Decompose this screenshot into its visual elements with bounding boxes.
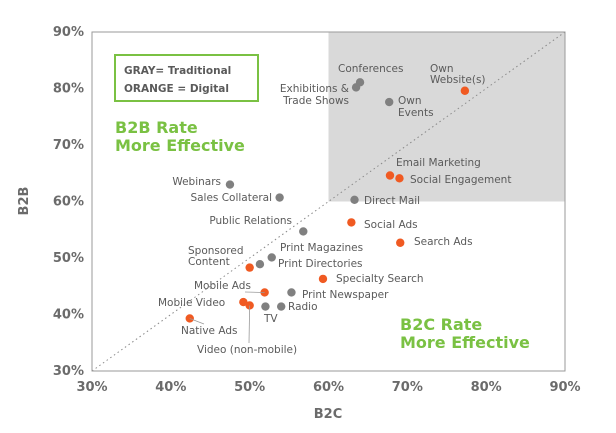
y-tick-label: 30%: [53, 364, 84, 379]
x-tick-label: 90%: [549, 380, 580, 395]
point-sponsored-content: [245, 263, 254, 272]
leader-line: [189, 318, 205, 325]
y-tick-label: 80%: [53, 82, 84, 97]
x-tick-label: 70%: [392, 380, 423, 395]
legend-digital: ORANGE = Digital: [124, 83, 229, 95]
point-label-radio: Radio: [288, 301, 318, 313]
point-label-mobile-ads: Mobile Ads: [194, 280, 251, 292]
point-social-ads: [347, 218, 356, 227]
point-label-email-marketing: Email Marketing: [396, 157, 481, 169]
point-webinars: [225, 180, 235, 189]
x-axis-title: B2C: [314, 407, 343, 422]
point-social-engagement: [395, 174, 404, 183]
point-label-sales-collateral: Sales Collateral: [190, 192, 272, 204]
legend: GRAY= Traditional ORANGE = Digital: [114, 54, 259, 102]
point-print-magazines: [267, 253, 276, 262]
point-sales-collateral: [275, 193, 284, 202]
b2b-annotation-line2: More Effective: [115, 136, 245, 155]
y-tick-label: 50%: [53, 251, 84, 266]
legend-box: [114, 54, 259, 102]
point-email-marketing: [385, 171, 395, 180]
point-print-newspaper: [287, 288, 296, 297]
point-label-own-events: Events: [398, 107, 434, 119]
legend-traditional: GRAY= Traditional: [124, 65, 231, 77]
y-tick-label: 70%: [53, 138, 84, 153]
plot-frame: [91, 31, 566, 372]
point-label-mobile-video: Mobile Video: [158, 297, 225, 309]
point-label-search-ads: Search Ads: [414, 236, 473, 248]
point-label-print-magazines: Print Magazines: [280, 242, 363, 254]
y-tick-label: 60%: [53, 195, 84, 210]
x-tick-label: 30%: [76, 380, 107, 395]
point-label-public-relations: Public Relations: [209, 215, 292, 227]
point-mobile-video: [239, 297, 248, 307]
y-tick-label: 40%: [53, 308, 84, 323]
point-radio: [277, 302, 286, 311]
x-tick-label: 50%: [234, 380, 265, 395]
point-label-own-website-s: Own: [430, 63, 454, 75]
point-label-print-directories: Print Directories: [278, 258, 363, 270]
y-axis-title: B2B: [17, 187, 32, 216]
point-search-ads: [396, 238, 405, 247]
b2c-annotation-line2: More Effective: [400, 333, 530, 352]
point-label-own-website-s: Website(s): [430, 74, 486, 86]
point-direct-mail: [350, 195, 359, 205]
point-video-non-mobile: [245, 301, 254, 310]
point-label-social-engagement: Social Engagement: [410, 174, 511, 186]
point-label-exhibitions-trade-shows: Exhibitions &: [280, 83, 349, 95]
point-label-video-non-mobile: Video (non-mobile): [197, 344, 297, 356]
point-specialty-search: [318, 274, 328, 284]
point-label-conferences: Conferences: [338, 63, 403, 75]
point-label-specialty-search: Specialty Search: [336, 273, 424, 285]
point-label-own-events: Own: [398, 95, 422, 107]
point-label-tv: TV: [263, 313, 278, 325]
point-label-social-ads: Social Ads: [364, 219, 418, 231]
x-tick-label: 60%: [313, 380, 344, 395]
point-own-website-s: [460, 86, 470, 95]
x-tick-label: 40%: [155, 380, 186, 395]
point-label-webinars: Webinars: [172, 176, 221, 188]
b2b-annotation-line1: B2B Rate: [115, 118, 198, 137]
point-label-sponsored-content: Sponsored: [188, 245, 244, 257]
point-label-direct-mail: Direct Mail: [364, 195, 420, 207]
point-label-print-newspaper: Print Newspaper: [302, 289, 389, 301]
shaded-region-both-effective: [328, 32, 565, 202]
x-tick-label: 80%: [471, 380, 502, 395]
y-tick-label: 90%: [53, 25, 84, 40]
point-label-native-ads: Native Ads: [181, 325, 237, 337]
point-print-directories: [255, 260, 265, 269]
point-tv: [261, 302, 270, 311]
leader-line: [248, 305, 251, 344]
point-exhibitions-trade-shows: [351, 83, 361, 92]
point-own-events: [385, 97, 394, 107]
point-label-sponsored-content: Content: [188, 256, 230, 268]
b2c-annotation-line1: B2C Rate: [400, 315, 482, 334]
point-native-ads: [185, 314, 194, 323]
point-public-relations: [299, 227, 308, 236]
point-label-exhibitions-trade-shows: Trade Shows: [282, 95, 349, 107]
